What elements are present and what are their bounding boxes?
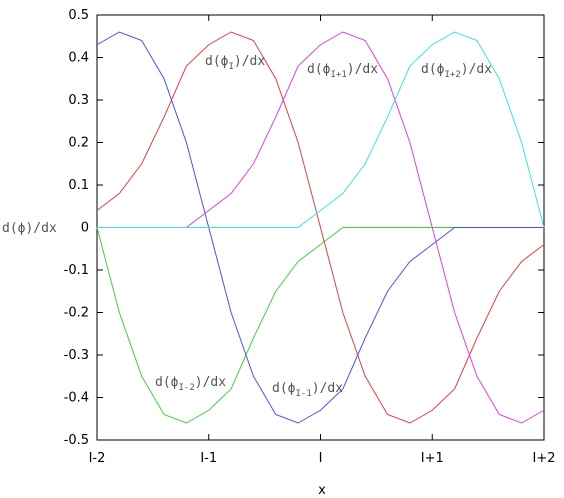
y-tick-label: -0.5 [64, 433, 89, 448]
annotation-text: d(ϕ [272, 381, 296, 396]
x-axis-label: x [318, 483, 326, 498]
annotation-text: d(ϕ [307, 62, 331, 77]
y-tick-label: 0.3 [68, 93, 89, 108]
series-annotation: d(ϕI-1)/dx [272, 381, 343, 399]
series-annotation: d(ϕI+2)/dx [421, 62, 492, 80]
y-tick-label: -0.1 [64, 263, 89, 278]
annotation-text: )/dx [195, 375, 226, 390]
annotation-text: )/dx [312, 381, 343, 396]
annotation-text: )/dx [461, 62, 492, 77]
y-tick-label: 0 [81, 221, 89, 236]
series-annotation: d(ϕI-2)/dx [155, 375, 226, 393]
y-tick-label: -0.2 [64, 306, 89, 321]
y-tick-label: -0.4 [64, 391, 89, 406]
x-tick-label: I+2 [533, 451, 556, 466]
annotation-subscript: I+2 [444, 70, 460, 80]
y-tick-label: 0.4 [68, 51, 89, 66]
series-annotation: d(ϕI)/dx [205, 54, 265, 72]
x-tick-label: I-1 [200, 451, 217, 466]
annotation-subscript: I [228, 62, 233, 72]
annotation-text: d(ϕ [155, 375, 179, 390]
annotation-text: d(ϕ [421, 62, 445, 77]
annotation-subscript: I+1 [330, 70, 346, 80]
annotation-text: )/dx [347, 62, 378, 77]
y-tick-label: -0.3 [64, 348, 89, 363]
series-line [97, 31, 545, 228]
y-tick-label: 0.1 [68, 178, 89, 193]
series-annotation: d(ϕI+1)/dx [307, 62, 378, 80]
x-tick-label: I-2 [89, 451, 106, 466]
y-tick-label: 0.5 [68, 8, 89, 23]
annotation-text: )/dx [234, 54, 265, 69]
annotation-subscript: I-2 [178, 383, 194, 393]
y-axis-label: d(ϕ)/dx [2, 221, 57, 236]
x-tick-label: I [319, 451, 323, 466]
annotation-subscript: I-1 [295, 389, 311, 399]
annotation-text: d(ϕ [205, 54, 229, 69]
y-tick-label: 0.2 [68, 136, 89, 151]
x-tick-label: I+1 [421, 451, 444, 466]
